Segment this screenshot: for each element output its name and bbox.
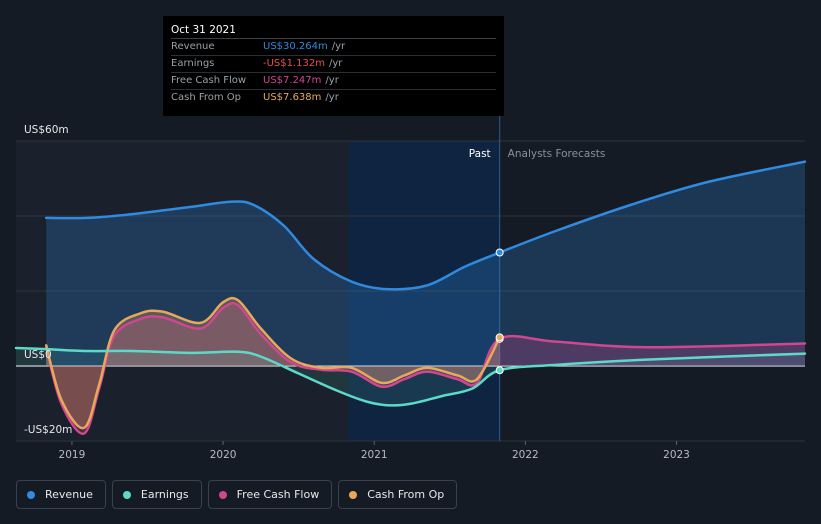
earnings-marker: [495, 366, 504, 375]
legend-dot-icon: [27, 490, 35, 499]
legend-item-free-cash-flow[interactable]: Free Cash Flow: [207, 480, 333, 509]
legend-label: Earnings: [140, 488, 189, 501]
y-tick-label: US$60m: [24, 124, 69, 136]
x-tick-label: 2021: [361, 449, 388, 461]
tooltip-label: Cash From Op: [171, 92, 242, 103]
tooltip-row-revenue: Revenue US$30.264m /yr: [171, 39, 496, 56]
tooltip-value: US$7.638m: [263, 92, 322, 103]
past-label: Past: [469, 148, 491, 160]
tooltip-date: Oct 31 2021: [171, 22, 496, 39]
legend-item-earnings[interactable]: Earnings: [111, 480, 202, 509]
cash-from-op-marker: [495, 333, 504, 342]
y-tick-label: US$0: [24, 349, 52, 361]
forecast-label: Analysts Forecasts: [508, 148, 606, 160]
tooltip-row-cash-from-op: Cash From Op US$7.638m /yr: [171, 90, 496, 106]
revenue-line: [44, 160, 807, 291]
chart-legend: Revenue Earnings Free Cash Flow Cash Fro…: [16, 480, 458, 509]
tooltip-unit: /yr: [325, 75, 339, 86]
revenue-marker: [495, 248, 504, 257]
x-tick-label: 2023: [663, 449, 690, 461]
cash-from-op-line: [44, 296, 501, 430]
x-tick-label: 2019: [59, 449, 86, 461]
legend-label: Revenue: [45, 488, 93, 501]
y-tick-label: -US$20m: [24, 424, 72, 436]
legend-item-cash-from-op[interactable]: Cash From Op: [338, 480, 458, 509]
tooltip-value: US$7.247m: [263, 75, 322, 86]
legend-item-revenue[interactable]: Revenue: [16, 480, 106, 509]
data-tooltip: Oct 31 2021 Revenue US$30.264m /yr Earni…: [163, 16, 504, 116]
legend-dot-icon: [218, 490, 227, 499]
tooltip-value: -US$1.132m: [263, 58, 326, 69]
legend-dot-icon: [122, 490, 131, 499]
cash-from-op-area: [46, 298, 500, 429]
x-tick-label: 2022: [512, 449, 539, 461]
tooltip-label: Earnings: [171, 58, 215, 69]
legend-dot-icon: [349, 490, 358, 499]
tooltip-row-earnings: Earnings -US$1.132m /yr: [171, 56, 496, 73]
tooltip-label: Revenue: [171, 41, 215, 52]
tooltip-unit: /yr: [329, 58, 343, 69]
earnings-line: [14, 346, 807, 407]
revenue-area: [46, 161, 806, 366]
legend-label: Cash From Op: [367, 488, 445, 501]
tooltip-label: Free Cash Flow: [171, 75, 247, 86]
tooltip-unit: /yr: [331, 41, 346, 52]
tooltip-value: US$30.264m: [263, 41, 328, 52]
legend-label: Free Cash Flow: [236, 488, 320, 501]
tooltip-row-free-cash-flow: Free Cash Flow US$7.247m /yr: [171, 73, 496, 90]
x-tick-label: 2020: [210, 449, 237, 461]
tooltip-unit: /yr: [325, 92, 339, 103]
